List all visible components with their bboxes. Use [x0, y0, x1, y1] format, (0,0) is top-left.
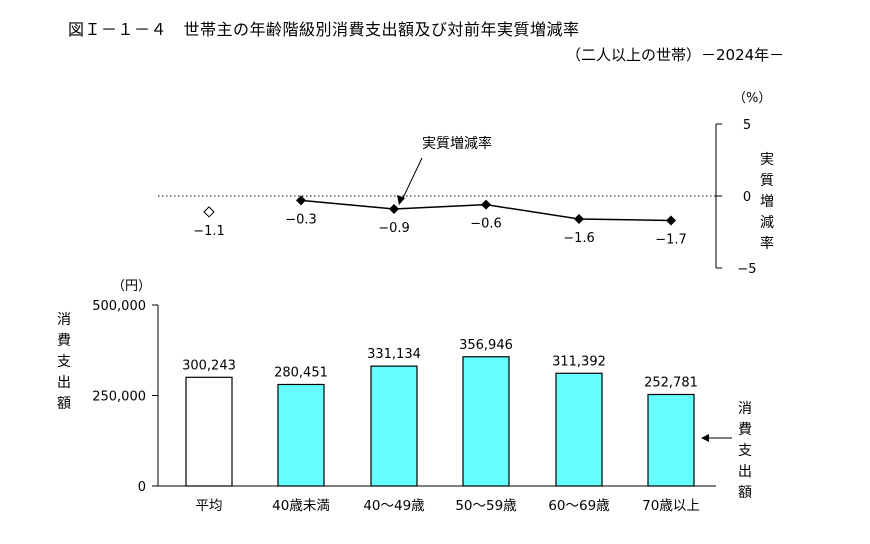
rate-annotation-arrow	[401, 157, 423, 201]
rate-tick-label: −5	[737, 262, 756, 277]
legend-label-char: 額	[738, 485, 752, 501]
rate-value-label: −1.7	[655, 232, 687, 247]
spending-bar	[277, 383, 325, 487]
rate-value-label: −0.9	[378, 221, 410, 236]
category-label: 40歳未満	[272, 498, 330, 514]
rate-axis-title-char: 率	[760, 235, 774, 252]
spending-tick-label: 250,000	[92, 390, 146, 405]
rate-annotation-arrowhead	[397, 195, 405, 205]
category-label: 平均	[196, 498, 223, 514]
rate-tick-label: 0	[743, 190, 751, 205]
spending-axis-title-char: 費	[57, 333, 71, 349]
spending-tick-label: 0	[138, 480, 146, 495]
spending-value-label: 356,946	[459, 338, 513, 353]
spending-bar	[555, 372, 603, 487]
rate-annotation-label: 実質増減率	[422, 135, 492, 152]
rate-axis-title-char: 質	[760, 173, 774, 189]
category-label: 60～69歳	[548, 498, 610, 514]
spending-bar	[370, 365, 418, 487]
spending-bar	[647, 393, 695, 487]
spending-axis-title-char: 出	[57, 375, 71, 391]
spending-bars	[185, 356, 695, 487]
spending-value-label: 280,451	[274, 365, 328, 380]
category-label: 50～59歳	[455, 498, 517, 514]
rate-axis-title-char: 増	[760, 194, 774, 210]
spending-axis-title-char: 支	[57, 354, 71, 370]
rate-value-labels: −1.1 −0.3 −0.9 −0.6 −1.6 −1.7	[193, 212, 687, 247]
spending-value-label: 252,781	[644, 375, 698, 390]
rate-point-marker	[481, 199, 491, 210]
legend-label-vertical: 消費支出額	[738, 401, 752, 501]
spending-value-label: 311,392	[552, 354, 606, 369]
spending-unit-label: （円）	[112, 279, 151, 294]
legend-label-char: 支	[738, 443, 752, 459]
legend-label-char: 費	[738, 422, 752, 438]
rate-average-marker	[203, 206, 215, 218]
rate-axis-title-vertical: 実質増減率	[760, 152, 774, 252]
rate-axis-title-char: 実	[760, 152, 774, 168]
category-label: 40～49歳	[363, 498, 425, 514]
rate-y-axis-ticks: 5 0 −5	[716, 118, 757, 277]
rate-point-marker	[574, 214, 584, 225]
average-bar	[185, 376, 233, 487]
rate-markers	[203, 195, 676, 226]
category-labels: 平均 40歳未満 40～49歳 50～59歳 60～69歳 70歳以上	[196, 498, 700, 514]
spending-tick-label: 500,000	[92, 299, 146, 314]
legend-label-char: 消	[738, 401, 752, 417]
legend-label-char: 出	[738, 464, 752, 480]
rate-unit-label: （%）	[733, 91, 771, 106]
spending-value-label: 300,243	[182, 358, 236, 373]
category-label: 70歳以上	[642, 498, 700, 514]
rate-axis-title-char: 減	[760, 214, 774, 231]
spending-axis-title-vertical: 消費支出額	[57, 312, 71, 412]
rate-point-marker	[666, 215, 676, 226]
rate-tick-label: 5	[743, 118, 751, 133]
rate-value-label: −0.3	[285, 212, 317, 227]
spending-value-label: 331,134	[367, 347, 421, 362]
rate-line-chart: 50−5 （%） 実質増減率 −1.1−0.3−0.9 −0.6−1.6 −1.7 …	[158, 91, 774, 277]
rate-point-marker	[296, 195, 306, 206]
spending-axis-title-char: 消	[57, 312, 71, 328]
figure-title: 図Ｉ－１－４ 世帯主の年齢階級別消費支出額及び対前年実質増減率	[68, 20, 580, 39]
rate-value-label: −1.6	[563, 231, 595, 246]
rate-value-label: −1.1	[193, 224, 225, 239]
rate-point-marker	[389, 203, 399, 214]
rate-value-label: −0.6	[470, 217, 502, 232]
legend-arrowhead	[701, 434, 709, 442]
spending-y-axis-ticks: 0 250,000 500,000	[92, 299, 158, 495]
spending-axis-title-char: 額	[57, 396, 71, 412]
spending-value-labels: 300,243 280,451 331,134 356,946 311,392 252,7…	[182, 338, 698, 391]
spending-bar	[462, 356, 510, 487]
figure-subtitle: （二人以上の世帯）－2024年－	[566, 46, 785, 64]
